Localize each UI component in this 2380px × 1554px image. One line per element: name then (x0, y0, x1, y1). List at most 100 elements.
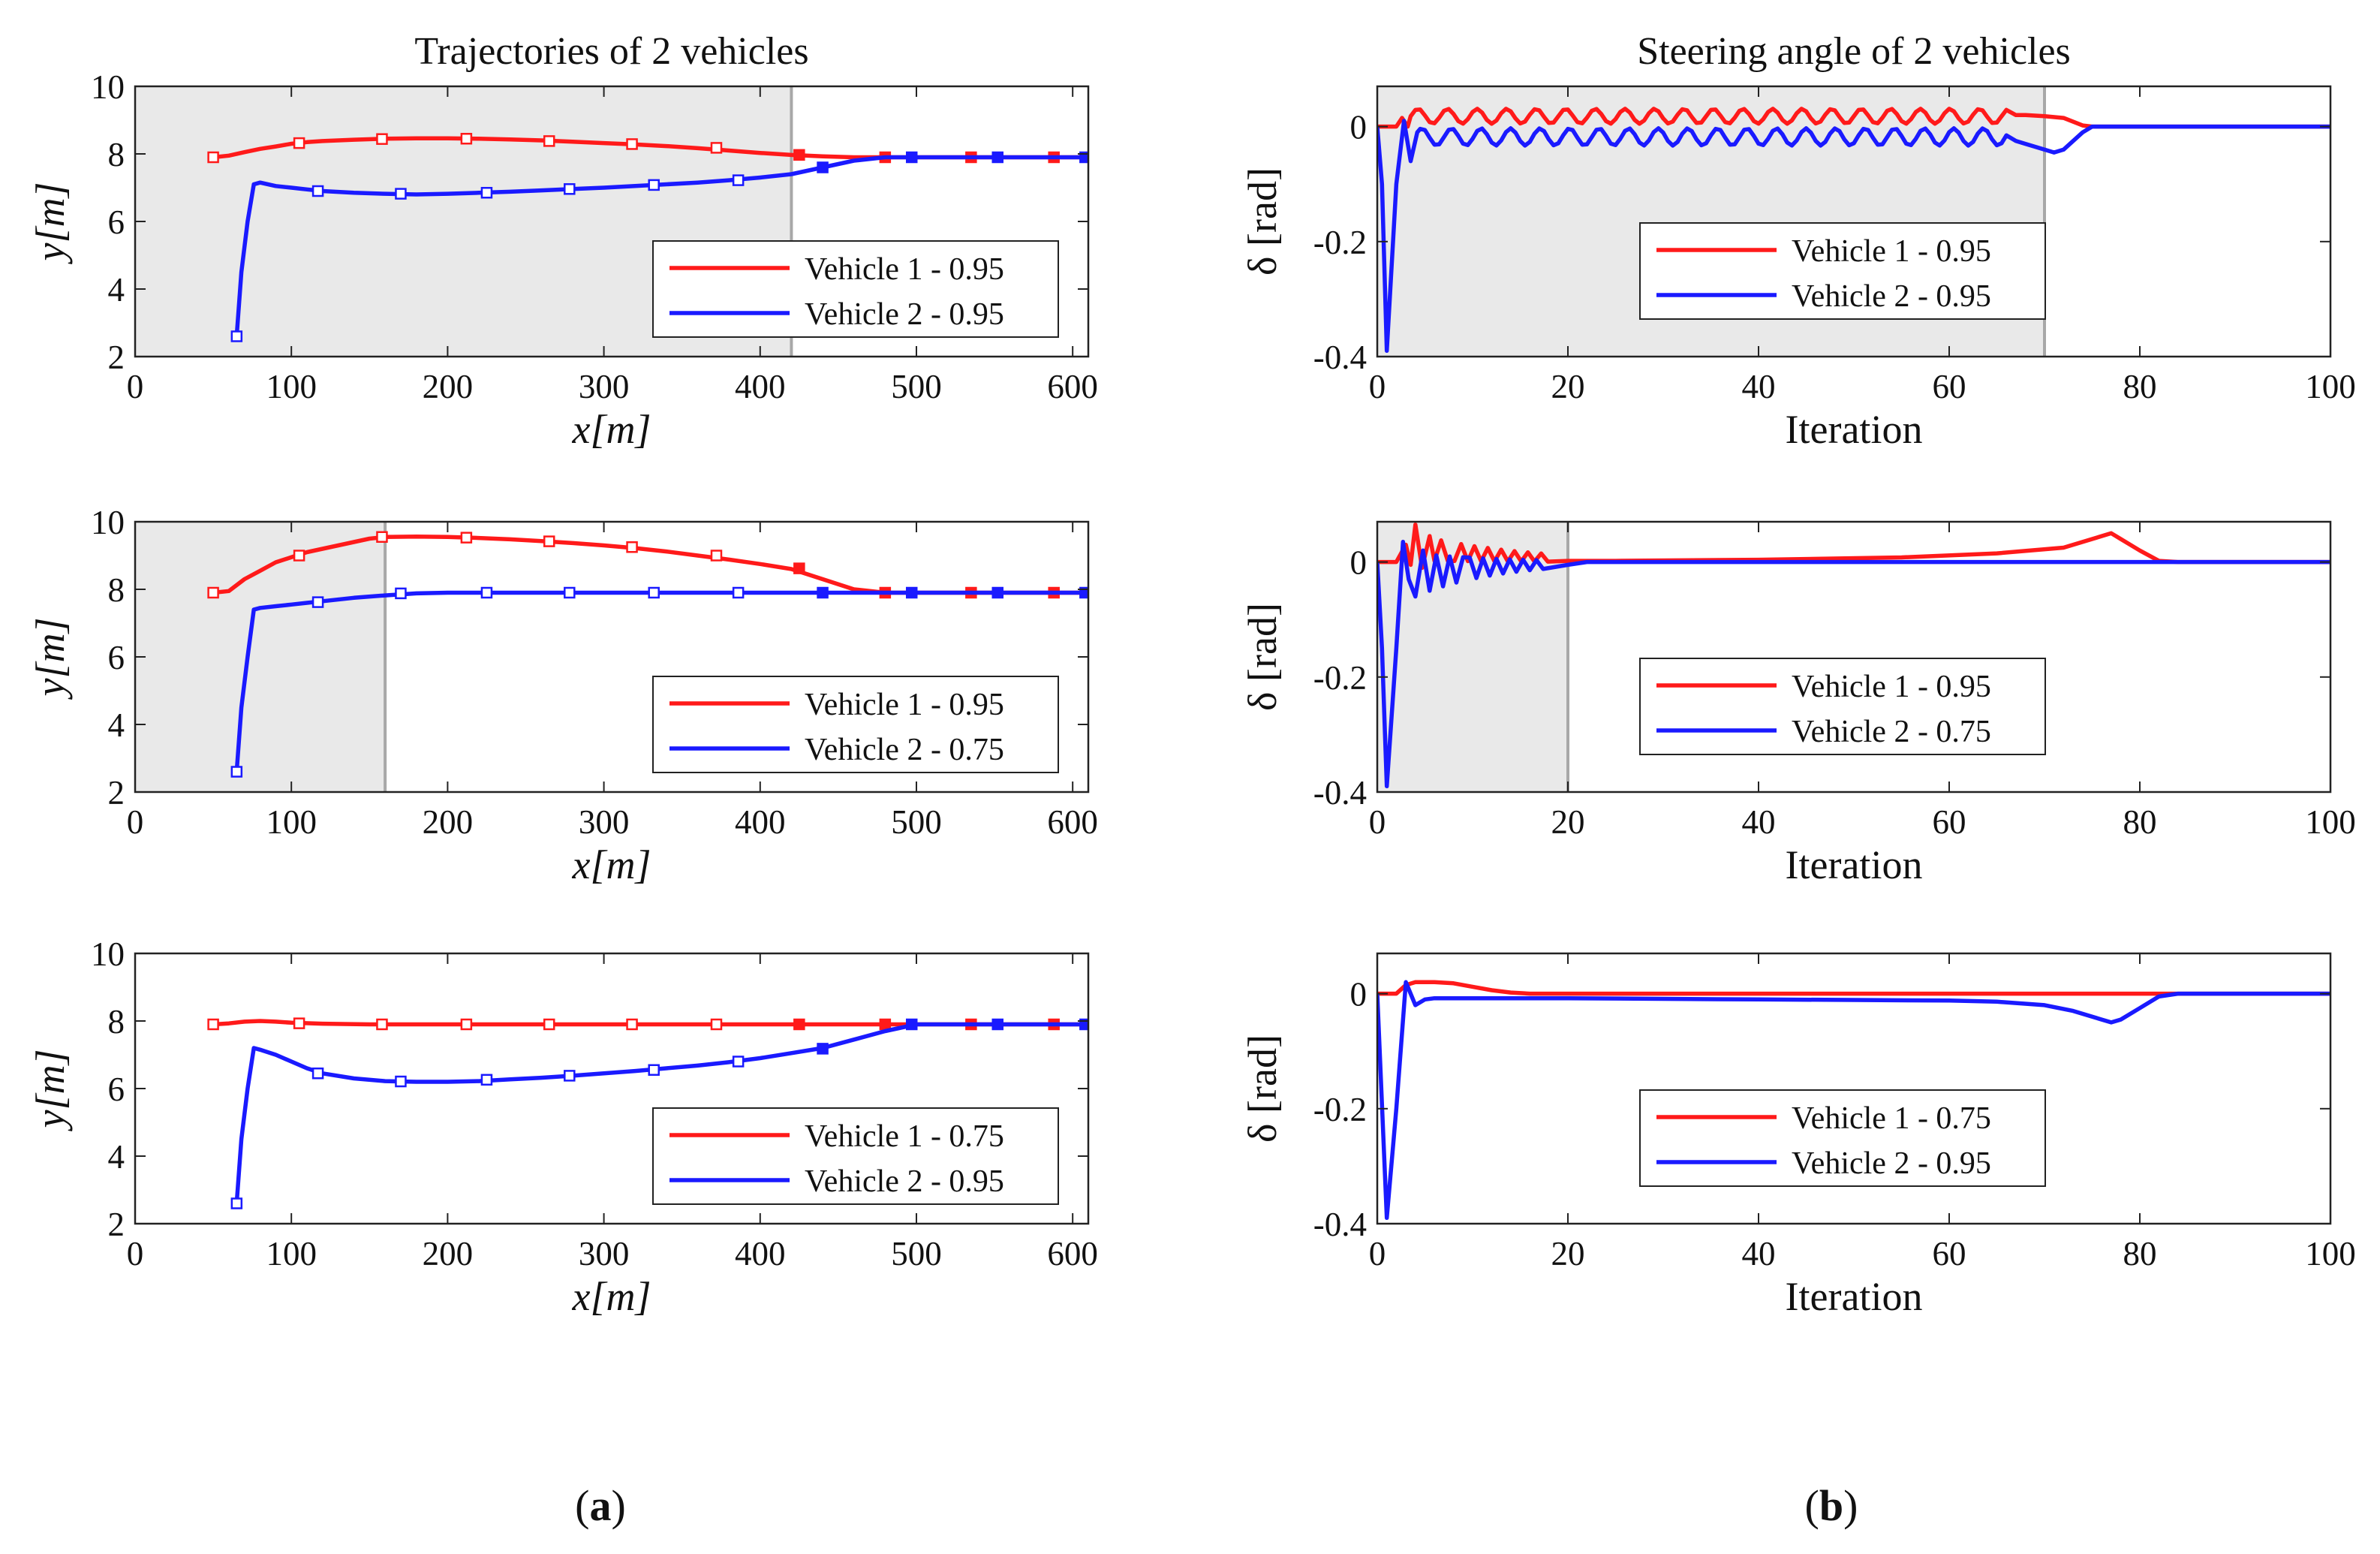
x-tick-label: 80 (2123, 803, 2157, 841)
series-1-marker (543, 1018, 555, 1031)
y-tick-label: 4 (108, 1138, 125, 1176)
series-2-marker (311, 596, 324, 608)
series-line-2 (1377, 540, 2330, 789)
series-2-marker (395, 587, 407, 600)
series-line-1 (212, 1019, 1088, 1027)
series-2-marker (648, 1064, 660, 1076)
y-axis-label: δ [rad] (1240, 603, 1285, 711)
series-1-marker (710, 550, 723, 562)
series-2-marker (480, 586, 493, 599)
chart-steer2: 0 20 40 60 80 100 -0.4 -0.2 0 Iteration δ [rad] Veh… (1240, 520, 2356, 887)
y-axis-label: δ [rad] (1240, 167, 1285, 276)
series-1-marker (293, 137, 305, 149)
x-tick-label: 400 (735, 1235, 786, 1272)
series-1-marker (207, 1018, 219, 1031)
series-1-marker (626, 138, 638, 150)
y-tick-label: -0.2 (1313, 224, 1367, 261)
y-tick-label: 0 (1350, 976, 1368, 1013)
series-2-marker (480, 1074, 493, 1086)
legend: Vehicle 1 - 0.95 Vehicle 2 - 0.95 (652, 240, 1059, 338)
x-axis-label: x[m] (572, 1274, 651, 1319)
series-2-marker (905, 586, 918, 599)
y-tick-label: 8 (108, 136, 125, 173)
series-1-marker (207, 586, 219, 599)
legend-label-1: Vehicle 1 - 0.95 (805, 252, 1004, 287)
series-1-marker (376, 531, 388, 543)
series-2-marker (732, 586, 745, 599)
series-2-marker (648, 179, 660, 191)
series-1-marker (626, 1018, 638, 1031)
series-line-2 (234, 155, 1088, 337)
x-tick-label: 500 (891, 803, 942, 841)
series-2-marker (817, 1043, 829, 1055)
y-axis-label: δ [rad] (1240, 1034, 1285, 1143)
series-2-marker (817, 586, 829, 599)
y-tick-label: -0.2 (1313, 659, 1367, 697)
x-tick-label: 300 (579, 1235, 630, 1272)
x-tick-label: 20 (1551, 803, 1585, 841)
series-line-2 (234, 590, 1088, 772)
legend-label-1: Vehicle 1 - 0.75 (805, 1119, 1004, 1154)
y-tick-label: 4 (108, 706, 125, 744)
series-2-marker (311, 1068, 324, 1080)
x-tick-label: 60 (1933, 368, 1966, 405)
legend-label-1: Vehicle 1 - 0.95 (1792, 670, 1991, 704)
legend-label-1: Vehicle 1 - 0.95 (1792, 234, 1991, 269)
x-tick-label: 0 (127, 368, 144, 405)
series-2-marker (395, 1075, 407, 1088)
axes-frame (1376, 520, 2332, 794)
chart-title: Steering angle of 2 vehicles (1637, 30, 2071, 73)
series-1-marker (793, 562, 805, 574)
legend-box (652, 240, 1059, 338)
x-axis-label: x[m] (572, 842, 651, 887)
legend-label-1: Vehicle 1 - 0.95 (805, 688, 1004, 722)
y-tick-label: 2 (108, 339, 125, 376)
y-axis-label: y[m] (28, 618, 73, 700)
y-tick-label: -0.4 (1313, 774, 1367, 812)
series-2-marker (991, 1018, 1003, 1031)
plot-area (207, 133, 1088, 342)
x-tick-label: 0 (127, 1235, 144, 1272)
plot-area (1377, 523, 2330, 789)
x-tick-label: 500 (891, 368, 942, 405)
x-tick-label: 0 (1369, 368, 1386, 405)
x-tick-label: 300 (579, 368, 630, 405)
axes-frame (1376, 85, 2332, 358)
series-2-marker (1079, 586, 1088, 599)
chart-traj1: 0 100 200 300 400 500 600 2 4 6 8 10 x[m] y[m] Traject… (28, 30, 1098, 452)
x-tick-label: 40 (1742, 368, 1776, 405)
chart-title: Trajectories of 2 vehicles (414, 30, 808, 73)
plot-area (207, 1017, 1088, 1209)
series-line-1 (1377, 107, 2330, 129)
series-1-marker (710, 1018, 723, 1031)
x-tick-label: 20 (1551, 1235, 1585, 1272)
series-2-marker (395, 188, 407, 200)
series-2-marker (230, 1197, 243, 1209)
shaded-region (135, 522, 386, 792)
legend-label-2: Vehicle 2 - 0.75 (805, 733, 1004, 767)
y-tick-label: 0 (1350, 544, 1368, 582)
plot-area (1377, 107, 2330, 354)
x-tick-label: 200 (423, 368, 474, 405)
series-2-marker (732, 1056, 745, 1068)
x-tick-label: 200 (423, 1235, 474, 1272)
series-2-marker (564, 586, 576, 599)
x-tick-label: 400 (735, 368, 786, 405)
caption-left: (a) (575, 1481, 626, 1530)
x-tick-label: 300 (579, 803, 630, 841)
series-2-marker (991, 151, 1003, 164)
x-tick-label: 600 (1047, 1235, 1098, 1272)
legend: Vehicle 1 - 0.75 Vehicle 2 - 0.95 (652, 1107, 1059, 1205)
series-1-marker (207, 151, 219, 164)
legend-label-2: Vehicle 2 - 0.95 (1792, 1146, 1991, 1181)
legend-box (652, 1107, 1059, 1205)
y-tick-label: 6 (108, 203, 125, 241)
x-tick-label: 40 (1742, 803, 1776, 841)
series-2-marker (732, 174, 745, 186)
x-tick-label: 500 (891, 1235, 942, 1272)
x-tick-label: 100 (2305, 368, 2356, 405)
legend-label-2: Vehicle 2 - 0.95 (805, 1164, 1004, 1199)
series-2-marker (480, 187, 493, 199)
x-axis-label: Iteration (1786, 842, 1923, 887)
